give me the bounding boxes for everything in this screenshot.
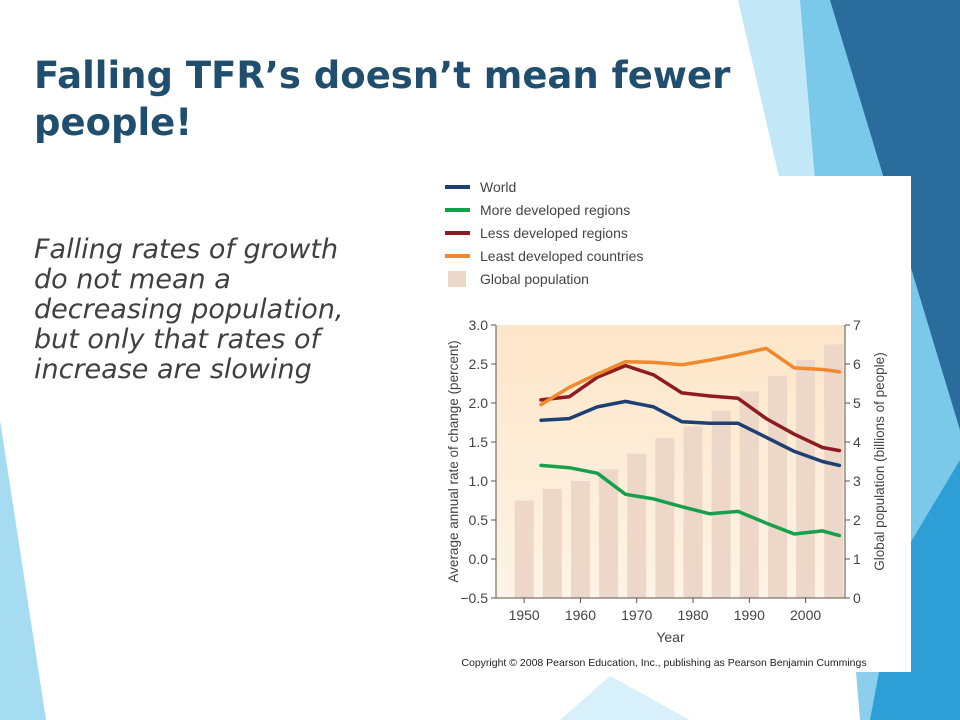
population-bar	[655, 438, 675, 598]
copyright-notice: Copyright © 2008 Pearson Education, Inc.…	[461, 657, 866, 669]
body-line-2: do not mean a	[34, 264, 231, 295]
x-tick-label: 1980	[677, 607, 708, 623]
y-tick-label: 3.0	[469, 317, 489, 333]
population-bar	[514, 500, 534, 598]
body-line-4: but only that rates of	[34, 324, 321, 355]
y2-tick-label: 6	[853, 356, 861, 372]
y2-tick-label: 4	[853, 434, 861, 450]
population-bar	[542, 488, 562, 598]
chart-svg: 3.0 2.5 2.0 1.5 1.0 0.5 0.0 −0.5 7 6 5 4 3 2 1 0 1950 196…	[445, 179, 887, 669]
y2-tick-label: 2	[853, 512, 861, 528]
legend-label: Less developed regions	[480, 225, 628, 241]
legend-swatch	[448, 271, 466, 287]
decor-shard-left	[0, 420, 46, 720]
y-tick-label: 1.0	[469, 473, 489, 489]
y-axis-label: Average annual rate of change (percent)	[446, 340, 461, 582]
y-tick-label: 2.5	[469, 356, 489, 372]
slide-title-line2: people!	[34, 101, 193, 144]
slide-title: Falling TFR’s doesn’t mean fewer people!	[34, 52, 734, 146]
y-tick-label: 1.5	[469, 434, 489, 450]
slide-title-line1: Falling TFR’s doesn’t mean fewer	[34, 54, 731, 97]
series-line	[539, 346, 842, 407]
population-bar	[711, 410, 731, 598]
slide-body-text: Falling rates of growth do not mean a de…	[34, 235, 414, 385]
y2-tick-label: 5	[853, 395, 861, 411]
population-bar	[739, 391, 759, 598]
legend-label: Least developed countries	[480, 248, 643, 264]
x-tick-label: 1960	[565, 607, 596, 623]
population-bar	[627, 453, 647, 598]
body-line-3: decreasing population,	[34, 294, 344, 325]
y-tick-label: 0.5	[469, 512, 489, 528]
population-bar	[767, 375, 787, 598]
x-tick-label: 1990	[734, 607, 765, 623]
x-tick-label: 1970	[621, 607, 652, 623]
y2-tick-label: 1	[853, 551, 861, 567]
y-tick-label: 2.0	[469, 395, 489, 411]
population-bar	[824, 344, 844, 598]
legend-label: Global population	[480, 271, 589, 287]
x-axis-label: Year	[656, 629, 685, 645]
y-tick-label: 0.0	[469, 551, 489, 567]
series-line	[539, 463, 842, 538]
y2-tick-label: 0	[853, 590, 861, 606]
population-bar	[683, 426, 703, 598]
decor-shard-bottom	[560, 676, 690, 720]
x-tick-label: 1950	[509, 607, 540, 623]
y2-tick-label: 3	[853, 473, 861, 489]
population-bar	[599, 469, 619, 598]
legend-label: World	[480, 179, 516, 195]
series-line	[539, 363, 842, 453]
body-line-5: increase are slowing	[34, 354, 312, 385]
y2-tick-label: 7	[853, 317, 861, 333]
series-line	[539, 399, 842, 468]
y2-axis-label: Global population (billions of people)	[872, 352, 887, 570]
y-tick-label: −0.5	[460, 590, 488, 606]
body-line-1: Falling rates of growth	[34, 234, 339, 265]
x-tick-label: 2000	[790, 607, 821, 623]
population-bar	[570, 481, 590, 598]
chart-figure: 3.0 2.5 2.0 1.5 1.0 0.5 0.0 −0.5 7 6 5 4 3 2 1 0 1950 196…	[418, 176, 911, 672]
legend-label: More developed regions	[480, 202, 630, 218]
population-bar	[796, 360, 816, 598]
